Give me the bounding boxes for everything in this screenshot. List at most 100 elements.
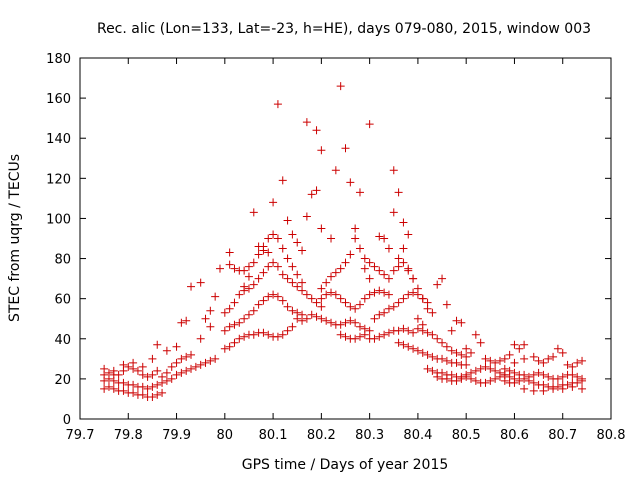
data-point	[462, 372, 471, 381]
data-point	[428, 330, 437, 339]
data-point	[240, 314, 249, 323]
data-point	[399, 294, 408, 303]
data-point	[264, 234, 273, 243]
data-point	[264, 330, 273, 339]
data-point	[182, 316, 191, 325]
data-point	[220, 308, 229, 317]
data-point	[404, 230, 413, 239]
data-point	[510, 358, 519, 367]
data-point	[240, 282, 249, 291]
data-point	[162, 346, 171, 355]
data-point	[399, 340, 408, 349]
data-point	[520, 370, 529, 379]
data-point	[331, 290, 340, 299]
data-point	[389, 166, 398, 175]
data-point	[553, 382, 562, 391]
data-point	[442, 356, 451, 365]
data-point	[438, 354, 447, 363]
data-point	[491, 366, 500, 375]
data-point	[312, 298, 321, 307]
data-point	[380, 330, 389, 339]
data-point	[259, 296, 268, 305]
x-tick-label: 80.2	[307, 428, 336, 443]
data-point	[360, 330, 369, 339]
data-point	[452, 376, 461, 385]
data-point	[355, 322, 364, 331]
data-point	[259, 328, 268, 337]
data-point	[355, 332, 364, 341]
data-point	[278, 176, 287, 185]
data-point	[384, 304, 393, 313]
data-point	[269, 198, 278, 207]
data-point	[404, 290, 413, 299]
data-point	[467, 374, 476, 383]
data-point	[249, 208, 258, 217]
data-point	[240, 266, 249, 275]
data-point	[568, 382, 577, 391]
data-point	[196, 360, 205, 369]
data-point	[365, 258, 374, 267]
data-point	[201, 314, 210, 323]
data-point	[433, 334, 442, 343]
data-point	[423, 304, 432, 313]
data-point	[327, 318, 336, 327]
data-point	[486, 376, 495, 385]
data-point	[452, 348, 461, 357]
data-point	[457, 318, 466, 327]
data-point	[423, 364, 432, 373]
data-point	[172, 342, 181, 351]
data-point	[244, 272, 253, 281]
data-point	[539, 386, 548, 395]
data-point	[273, 262, 282, 271]
y-tick-label: 180	[46, 52, 71, 67]
data-point	[471, 366, 480, 375]
data-point	[187, 282, 196, 291]
y-axis: 0 20 40 60 80 100 120 140 160 180	[46, 52, 611, 428]
data-point	[399, 324, 408, 333]
data-point	[413, 314, 422, 323]
data-point	[177, 318, 186, 327]
data-point	[269, 258, 278, 267]
data-point	[211, 292, 220, 301]
y-tick-label: 40	[54, 333, 71, 348]
data-point	[418, 320, 427, 329]
data-point	[124, 362, 133, 371]
data-point	[129, 380, 138, 389]
data-point	[269, 290, 278, 299]
data-point	[133, 366, 142, 375]
data-point	[495, 372, 504, 381]
data-point	[346, 250, 355, 259]
data-point	[201, 358, 210, 367]
data-point	[254, 242, 263, 251]
data-point	[365, 290, 374, 299]
data-point	[153, 366, 162, 375]
data-point	[293, 238, 302, 247]
x-tick-label: 80.4	[403, 428, 432, 443]
data-point	[346, 316, 355, 325]
data-point	[317, 224, 326, 233]
data-point	[351, 234, 360, 243]
data-point	[534, 356, 543, 365]
data-point	[394, 326, 403, 335]
y-tick-label: 80	[54, 253, 71, 268]
data-point	[529, 378, 538, 387]
data-point	[158, 388, 167, 397]
data-point	[351, 318, 360, 327]
data-point	[119, 386, 128, 395]
data-point	[404, 342, 413, 351]
data-point	[225, 248, 234, 257]
data-point	[418, 294, 427, 303]
data-point	[302, 212, 311, 221]
data-point	[206, 322, 215, 331]
data-point	[549, 384, 558, 393]
data-point	[153, 380, 162, 389]
data-point	[336, 294, 345, 303]
data-point	[423, 328, 432, 337]
data-point	[167, 362, 176, 371]
data-point	[317, 302, 326, 311]
data-point	[317, 284, 326, 293]
data-point	[283, 254, 292, 263]
data-point	[244, 262, 253, 271]
data-point	[452, 316, 461, 325]
data-point	[278, 330, 287, 339]
